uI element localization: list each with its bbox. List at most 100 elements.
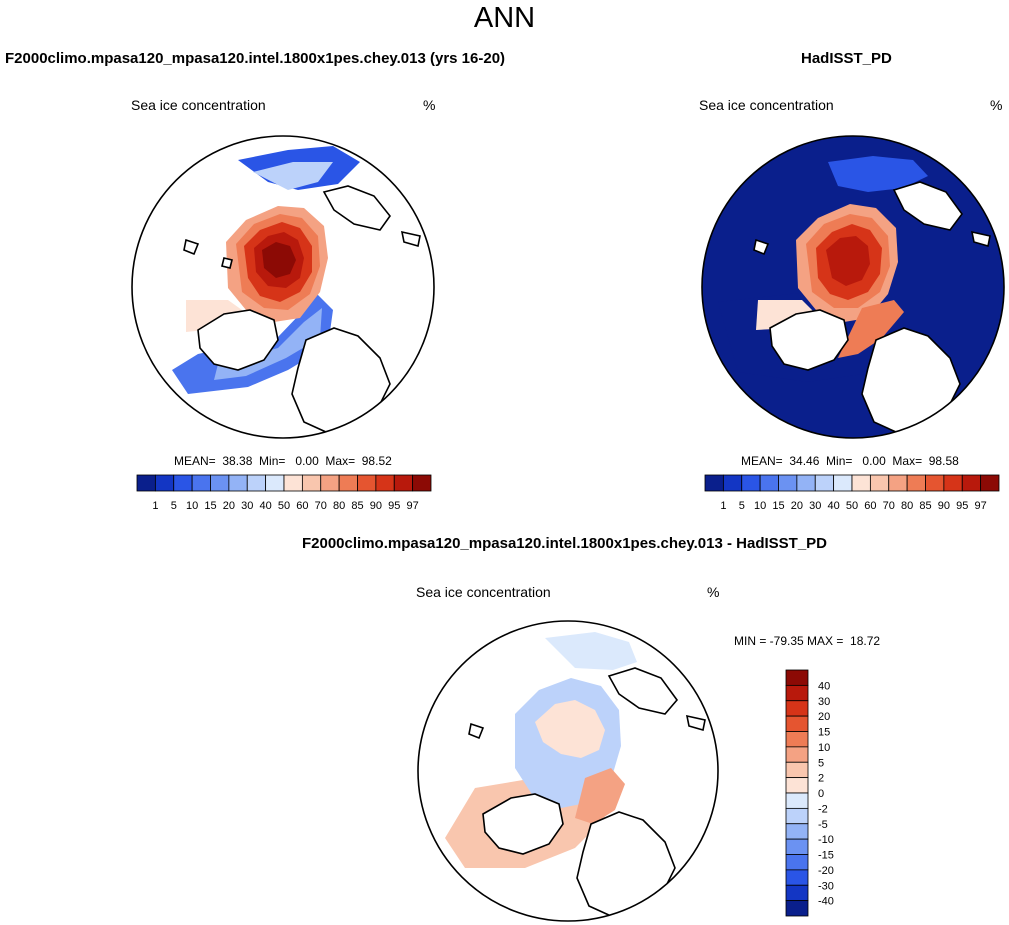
colorbar-box bbox=[869, 474, 890, 492]
colorbar-tick-label: -15 bbox=[818, 850, 834, 862]
colorbar-box bbox=[338, 474, 358, 492]
colorbar-tick-label: 90 bbox=[938, 500, 950, 512]
colorbar-tick-label: 2 bbox=[818, 773, 824, 785]
colorbar-tick-label: 0 bbox=[818, 788, 824, 800]
colorbar-box bbox=[785, 854, 809, 871]
sea-ice-field bbox=[253, 162, 333, 190]
panel-3-map bbox=[417, 620, 719, 922]
colorbar-tick-label: 30 bbox=[809, 500, 821, 512]
colorbar-tick-label: 10 bbox=[754, 500, 766, 512]
colorbar-tick-label: -5 bbox=[818, 819, 828, 831]
island-outline bbox=[468, 722, 485, 740]
colorbar-tick-label: 90 bbox=[370, 500, 382, 512]
sea-ice-field bbox=[545, 632, 637, 670]
greenland-outline bbox=[482, 793, 564, 855]
colorbar-tick-label: -2 bbox=[818, 803, 828, 815]
colorbar-box bbox=[925, 474, 945, 492]
panel-1-colorbar: 1 5 10 15 20 30 40 50 60 70 80 85 90 95 97 bbox=[136, 474, 432, 512]
colorbar-box bbox=[785, 900, 809, 917]
colorbar-box bbox=[785, 838, 809, 855]
colorbar-box bbox=[265, 474, 285, 492]
island-outline bbox=[753, 238, 770, 256]
colorbar-tick-label: 10 bbox=[186, 500, 198, 512]
colorbar-tick-label: -10 bbox=[818, 834, 834, 846]
colorbar-tick-label: 1 bbox=[720, 500, 726, 512]
colorbar-box bbox=[704, 474, 724, 492]
colorbar-box bbox=[785, 700, 809, 717]
colorbar-box bbox=[961, 474, 982, 492]
colorbar-box bbox=[785, 869, 809, 886]
colorbar-box bbox=[785, 823, 809, 840]
colorbar-box bbox=[412, 474, 432, 492]
colorbar-box bbox=[906, 474, 926, 492]
panel-1-map bbox=[131, 135, 435, 439]
island-outline bbox=[970, 230, 991, 248]
colorbar-tick-label: 15 bbox=[204, 500, 216, 512]
colorbar-tick-label: 70 bbox=[315, 500, 327, 512]
colorbar-tick-label: 60 bbox=[864, 500, 876, 512]
colorbar-tick-label: 60 bbox=[296, 500, 308, 512]
colorbar-tick-label: 50 bbox=[278, 500, 290, 512]
colorbar-tick-label: 10 bbox=[818, 742, 830, 754]
colorbar-box bbox=[814, 474, 835, 492]
panel-3-variable-label: Sea ice concentration bbox=[416, 584, 551, 600]
colorbar-box bbox=[778, 474, 798, 492]
panel-3-stats: MIN = -79.35 MAX = 18.72 bbox=[734, 634, 881, 648]
panel-2-colorbar: 1 5 10 15 20 30 40 50 60 70 80 85 90 95 97 bbox=[704, 474, 1000, 512]
colorbar-tick-label: 97 bbox=[407, 500, 419, 512]
colorbar-box bbox=[888, 474, 908, 492]
colorbar-box bbox=[154, 474, 175, 492]
alaska-outline bbox=[322, 185, 392, 231]
colorbar-box bbox=[980, 474, 1000, 492]
colorbar-box bbox=[375, 474, 395, 492]
page-title: ANN bbox=[473, 2, 536, 34]
colorbar-box bbox=[228, 474, 248, 492]
colorbar-box bbox=[785, 669, 809, 686]
colorbar-box bbox=[785, 684, 809, 702]
colorbar-box bbox=[136, 474, 156, 492]
colorbar-box bbox=[785, 715, 809, 732]
colorbar-box bbox=[785, 807, 809, 825]
sea-ice-field bbox=[826, 236, 870, 286]
sea-ice-field bbox=[575, 768, 625, 824]
colorbar-box bbox=[785, 731, 809, 748]
panel-3-units-label: % bbox=[707, 584, 720, 600]
panel-2-map bbox=[701, 135, 1005, 439]
colorbar-box bbox=[283, 474, 303, 492]
colorbar-tick-label: 5 bbox=[818, 757, 824, 769]
panel-3-title: F2000climo.mpasa120_mpasa120.intel.1800x… bbox=[301, 535, 828, 552]
alaska-outline bbox=[892, 181, 963, 231]
colorbar-box bbox=[785, 777, 809, 794]
map-boundary bbox=[701, 135, 1005, 439]
sea-ice-field bbox=[172, 290, 333, 394]
colorbar-tick-label: 5 bbox=[171, 500, 177, 512]
colorbar-box bbox=[833, 474, 853, 492]
colorbar-box bbox=[320, 474, 340, 492]
colorbar-box bbox=[851, 474, 871, 492]
panel-2-stats: MEAN= 34.46 Min= 0.00 Max= 98.58 bbox=[741, 454, 959, 468]
colorbar-tick-label: 20 bbox=[818, 711, 830, 723]
colorbar-tick-label: 30 bbox=[241, 500, 253, 512]
colorbar-box bbox=[722, 474, 743, 492]
colorbar-tick-label: 20 bbox=[791, 500, 803, 512]
colorbar-box bbox=[357, 474, 377, 492]
greenland-outline bbox=[769, 309, 849, 371]
island-outline bbox=[400, 230, 421, 248]
colorbar-tick-label: 85 bbox=[919, 500, 931, 512]
colorbar-tick-label: 1 bbox=[152, 500, 158, 512]
island-outline bbox=[221, 257, 233, 269]
panel-2-title: HadISST_PD bbox=[801, 50, 892, 67]
panel-1-units-label: % bbox=[423, 97, 436, 113]
colorbar-tick-label: 20 bbox=[223, 500, 235, 512]
island-outline bbox=[183, 238, 200, 256]
colorbar-box bbox=[785, 746, 809, 763]
colorbar-box bbox=[393, 474, 414, 492]
colorbar-tick-label: 40 bbox=[260, 500, 272, 512]
colorbar-box bbox=[759, 474, 779, 492]
panel-2-variable-label: Sea ice concentration bbox=[699, 97, 834, 113]
colorbar-tick-label: 40 bbox=[828, 500, 840, 512]
colorbar-tick-label: 95 bbox=[388, 500, 400, 512]
colorbar-tick-label: 5 bbox=[739, 500, 745, 512]
colorbar-tick-label: -40 bbox=[818, 896, 834, 908]
